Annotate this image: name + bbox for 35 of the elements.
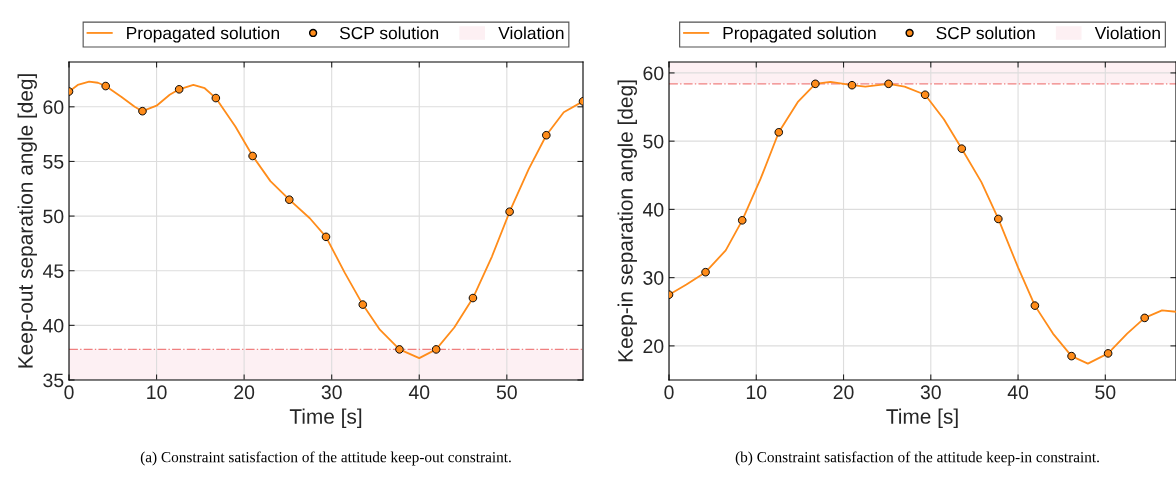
legend-label: Propagated solution [127,26,279,43]
legend-label: SCP solution [339,26,439,40]
legend-label: SCP solution [936,26,1035,40]
text: (b) Constraint satisfaction of the attitude keep-in constraint. [735,451,1099,466]
x-tick-label: 0 [664,385,674,400]
y-tick-label: 45 [42,264,64,278]
x-tick-label: 10 [746,385,767,400]
legend-label: Violation [498,26,564,40]
y-tick-label: 35 [43,373,64,388]
y-tick-label: 50 [643,134,664,149]
y-tick-label: 55 [43,155,64,169]
y-tick-label: 50 [43,209,64,224]
x-tick-label: 0 [64,385,74,400]
y-axis-title: Keep-in separation angle [deg] [617,80,637,362]
y-tick-label: 60 [643,66,664,81]
y-axis-title: Keep-out separation angle [deg] [17,74,37,368]
y-tick-label: 40 [642,202,664,217]
x-tick-label: 50 [1095,385,1116,400]
legend-label: Propagated solution [723,26,876,43]
text: (a) Constraint satisfaction of the attitude keep-out constraint. [140,451,511,466]
x-tick-label: 30 [321,385,342,400]
x-tick-label: 40 [408,385,430,400]
y-tick-label: 60 [43,100,64,115]
y-tick-label: 20 [643,339,664,354]
x-tick-label: 40 [1007,385,1029,400]
x-axis-title: Time [s] [289,408,362,428]
x-tick-label: 50 [496,385,517,400]
x-tick-label: 10 [147,385,167,400]
y-tick-label: 40 [42,318,64,333]
x-tick-label: 20 [833,385,854,400]
x-tick-label: 30 [920,385,941,400]
y-tick-label: 30 [643,271,664,285]
legend-label: Violation [1094,26,1160,40]
x-tick-label: 20 [234,385,255,400]
x-axis-title: Time [s] [886,408,958,428]
